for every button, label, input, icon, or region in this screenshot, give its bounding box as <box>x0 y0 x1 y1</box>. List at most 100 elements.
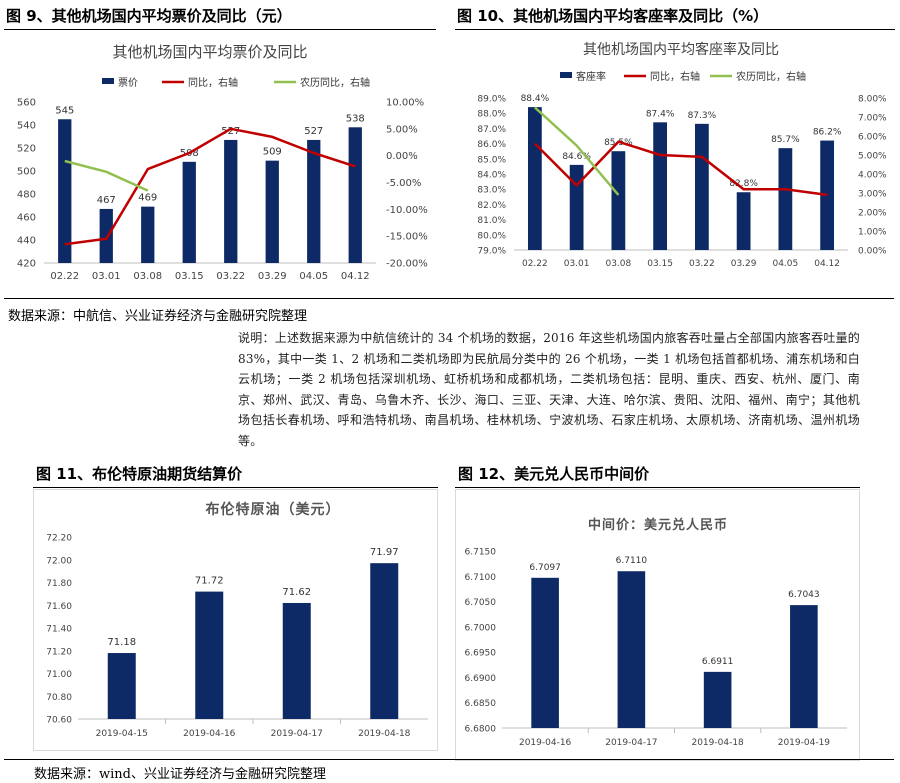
bar-03.22 <box>694 123 709 250</box>
bar-value-label: 467 <box>97 195 116 206</box>
series-line-yoy <box>534 140 828 197</box>
bar-value-label: 527 <box>221 126 240 137</box>
y-tick-label: 79.0% <box>477 247 506 257</box>
methodology-note: 说明：上述数据来源为中航信统计的 34 个机场的数据，2016 年这些机场国内旅… <box>238 331 860 448</box>
y-tick-label: 6.6850 <box>465 699 497 709</box>
y-tick-label: 71.00 <box>46 670 72 680</box>
bar-2019-04-17 <box>617 571 646 728</box>
bar-value-label: 6.7043 <box>788 590 820 600</box>
series-line-lunar-yoy <box>534 106 620 196</box>
legend-label-yoy: 同比，右轴 <box>650 70 700 83</box>
bar-03.01 <box>569 164 584 250</box>
x-tick-label: 02.22 <box>522 259 548 269</box>
x-tick-label: 2019-04-16 <box>183 729 236 739</box>
y-tick-label: 71.80 <box>46 579 72 589</box>
bar-value-label: 545 <box>55 105 74 116</box>
legend-label-lunar-yoy: 农历同比，右轴 <box>300 76 370 89</box>
bar-03.01 <box>99 208 113 263</box>
legend-swatch-bar <box>560 72 572 78</box>
legend-label-yoy: 同比，右轴 <box>188 76 238 89</box>
y2-tick-label: 3.00% <box>858 190 887 200</box>
x-tick-label: 2019-04-17 <box>271 729 323 739</box>
bar-value-label: 469 <box>138 193 157 204</box>
y2-tick-label: 8.00% <box>858 95 887 105</box>
bar-03.15 <box>653 122 668 250</box>
bar-value-label: 6.7110 <box>616 556 648 566</box>
x-tick-label: 03.29 <box>731 259 757 269</box>
bar-04.05 <box>307 139 321 263</box>
bar-value-label: 71.72 <box>195 576 224 587</box>
fig9-heading-rule <box>4 29 436 30</box>
y-tick-label: 6.7100 <box>465 573 497 583</box>
bar-value-label: 6.7097 <box>529 563 561 573</box>
y-tick-label: 6.6800 <box>465 725 497 735</box>
bar-value-label: 88.4% <box>521 94 550 104</box>
y-tick-label: 6.7050 <box>465 598 497 608</box>
y-tick-label: 83.0% <box>477 186 506 196</box>
y-tick-label: 71.20 <box>46 647 72 657</box>
y2-tick-label: 7.00% <box>858 114 887 124</box>
legend-label-bar: 票价 <box>118 77 138 89</box>
fig10-heading: 图 10、其他机场国内平均客座率及同比（%） <box>457 7 769 25</box>
y2-tick-label: -10.00% <box>386 205 428 216</box>
series-line-lunar-yoy <box>64 159 149 192</box>
y-tick-label: 420 <box>17 259 36 270</box>
bar-2019-04-16 <box>195 591 224 719</box>
x-tick-label: 02.22 <box>50 271 79 282</box>
y-tick-label: 88.0% <box>477 110 506 120</box>
chart-title: 中间价：美元兑人民币 <box>588 517 728 533</box>
y2-tick-label: -20.00% <box>386 259 428 270</box>
x-tick-label: 03.08 <box>605 259 631 269</box>
y-tick-label: 86.0% <box>477 140 506 150</box>
bar-2019-04-15 <box>107 653 136 719</box>
bar-value-label: 527 <box>304 126 323 137</box>
bar-04.12 <box>820 140 835 250</box>
y-tick-label: 82.0% <box>477 201 506 211</box>
legend-swatch-bar <box>102 78 114 84</box>
x-tick-label: 03.15 <box>175 271 204 282</box>
y-tick-label: 71.40 <box>46 625 72 635</box>
y-tick-label: 72.00 <box>46 556 72 566</box>
y2-tick-label: 5.00% <box>858 152 887 162</box>
bar-03.29 <box>736 192 751 250</box>
y2-tick-label: 0.00% <box>386 151 418 162</box>
bar-value-label: 87.4% <box>646 109 675 119</box>
y-tick-label: 560 <box>17 98 36 109</box>
y2-tick-label: 4.00% <box>858 171 887 181</box>
source-bottom: 数据来源：wind、兴业证券经济与金融研究院整理 <box>34 767 326 782</box>
bar-03.08 <box>141 206 155 263</box>
bar-value-label: 71.18 <box>107 637 136 648</box>
y-tick-label: 6.7000 <box>465 623 497 633</box>
y2-tick-label: -15.00% <box>386 232 428 243</box>
y-tick-label: 6.6950 <box>465 649 497 659</box>
bar-value-label: 82.8% <box>729 179 758 189</box>
x-tick-label: 03.22 <box>689 259 715 269</box>
bar-value-label: 6.6911 <box>702 657 734 667</box>
y2-tick-label: 0.00% <box>858 247 887 257</box>
y-tick-label: 460 <box>17 213 36 224</box>
legend-label-lunar-yoy: 农历同比，右轴 <box>736 70 806 83</box>
y2-tick-label: 5.00% <box>386 124 418 135</box>
bar-04.05 <box>778 148 793 250</box>
bar-value-label: 87.3% <box>688 111 717 121</box>
y-tick-label: 85.0% <box>477 155 506 165</box>
x-tick-label: 04.12 <box>814 259 840 269</box>
y-tick-label: 70.80 <box>46 693 72 703</box>
x-tick-label: 04.05 <box>772 259 798 269</box>
fig11-heading: 图 11、布伦特原油期货结算价 <box>36 465 243 483</box>
fig12-heading-rule <box>455 487 860 488</box>
bar-2019-04-16 <box>531 577 559 728</box>
x-tick-label: 03.01 <box>564 259 590 269</box>
bar-2019-04-18 <box>370 563 399 719</box>
bar-03.29 <box>265 160 279 263</box>
x-tick-label: 2019-04-19 <box>778 738 831 748</box>
legend-label-bar: 客座率 <box>576 70 606 83</box>
y2-tick-label: 10.00% <box>386 98 424 109</box>
source-top: 数据来源：中航信、兴业证券经济与金融研究院整理 <box>8 309 308 324</box>
x-tick-label: 03.08 <box>133 271 162 282</box>
source-bottom-rule <box>4 759 894 760</box>
bar-2019-04-17 <box>282 602 311 719</box>
bar-2019-04-19 <box>790 605 818 728</box>
